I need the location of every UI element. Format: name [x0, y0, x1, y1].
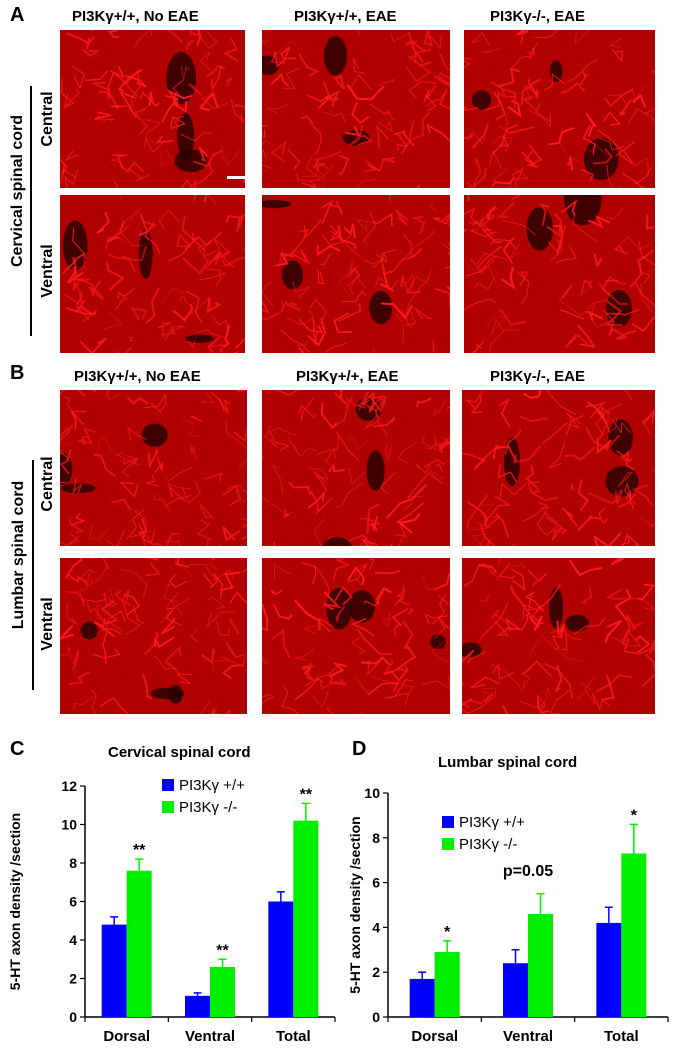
- y-tick-label: 8: [372, 830, 380, 846]
- micrograph: [262, 195, 450, 353]
- annotation: *: [444, 924, 451, 941]
- micrograph: [60, 558, 247, 714]
- bar: [101, 924, 127, 1017]
- y-tick-label: 2: [69, 971, 77, 987]
- x-tick-label: Ventral: [503, 1028, 553, 1045]
- bar: [293, 820, 319, 1017]
- panel-b-side-line: [32, 460, 34, 690]
- micrograph: [262, 30, 450, 188]
- panel-a-row-label-central: Central: [39, 91, 56, 147]
- legend-label: PI3Kγ -/-: [459, 836, 517, 853]
- bar: [434, 952, 460, 1017]
- x-tick-label: Total: [276, 1028, 311, 1045]
- y-axis-label: 5-HT axon density /section: [347, 816, 363, 993]
- panel-b-header-2: PI3Kγ+/+, EAE: [296, 368, 399, 385]
- legend-label: PI3Kγ +/+: [179, 777, 245, 794]
- micrograph: [262, 390, 450, 546]
- y-tick-label: 10: [364, 785, 380, 801]
- annotation: **: [216, 942, 229, 959]
- y-tick-label: 8: [69, 855, 77, 871]
- panel-b-header-3: PI3Kγ-/-, EAE: [490, 368, 586, 385]
- y-tick-label: 6: [372, 875, 380, 891]
- panel-b-letter: B: [10, 362, 25, 384]
- micrograph: [60, 195, 245, 353]
- panel-a-row-label-ventral: Ventral: [39, 244, 56, 298]
- legend-swatch: [442, 816, 454, 828]
- panel-a-header-3: PI3Kγ-/-, EAE: [490, 8, 586, 25]
- x-tick-label: Ventral: [185, 1028, 235, 1045]
- micrograph: [462, 390, 655, 546]
- bar: [210, 966, 235, 1017]
- chart-d: 0 2 4 6 8 10 Dorsal Ventral Total * p=0.05 * 5-HT ax…: [347, 785, 669, 1045]
- scale-bar: [227, 176, 247, 179]
- panel-a-side-label: Cervical spinal cord: [9, 114, 26, 268]
- x-tick-label: Total: [604, 1028, 639, 1045]
- y-tick-label: 4: [69, 932, 77, 948]
- micrograph: [60, 390, 247, 546]
- bar: [126, 870, 152, 1017]
- y-tick-label: 10: [61, 817, 77, 833]
- x-tick-label: Dorsal: [411, 1028, 458, 1045]
- micrograph: [464, 195, 655, 353]
- chart-d-title: Lumbar spinal cord: [438, 754, 578, 771]
- chart-c: 0 2 4 6 8 10 12 Dorsal Ventral Total ** ** ** 5-HT ax…: [7, 777, 336, 1045]
- bar: [596, 922, 622, 1017]
- bar: [528, 913, 553, 1017]
- panel-a-header-1: PI3Kγ+/+, No EAE: [72, 8, 199, 25]
- bar: [621, 853, 647, 1017]
- y-tick-label: 4: [372, 919, 380, 935]
- panel-b-row-label-ventral: Ventral: [39, 597, 56, 651]
- y-tick-label: 0: [372, 1009, 380, 1025]
- panel-b-row-label-central: Central: [39, 456, 56, 512]
- x-tick-label: Dorsal: [103, 1028, 150, 1045]
- panel-a-letter: A: [10, 4, 25, 26]
- legend-swatch: [162, 801, 174, 813]
- legend-label: PI3Kγ -/-: [179, 799, 237, 816]
- micrograph: [464, 30, 655, 188]
- chart-c-title: Cervical spinal cord: [108, 744, 251, 761]
- panel-b-header-1: PI3Kγ+/+, No EAE: [74, 368, 201, 385]
- annotation: **: [300, 786, 313, 803]
- y-axis-label: 5-HT axon density /section: [7, 813, 23, 990]
- panel-a-side-line: [30, 86, 32, 336]
- legend-swatch: [162, 779, 174, 791]
- annotation: *: [631, 807, 638, 824]
- y-tick-label: 12: [61, 778, 77, 794]
- annotation: **: [133, 842, 146, 859]
- legend-label: PI3Kγ +/+: [459, 814, 525, 831]
- micrograph: [262, 558, 450, 714]
- panel-a-header-2: PI3Kγ+/+, EAE: [294, 8, 397, 25]
- y-tick-label: 0: [69, 1009, 77, 1025]
- y-tick-label: 6: [69, 894, 77, 910]
- annotation: p=0.05: [503, 863, 553, 880]
- legend-swatch: [442, 838, 454, 850]
- bar: [268, 901, 294, 1017]
- bar: [409, 978, 435, 1017]
- panel-c-letter: C: [10, 738, 25, 760]
- micrograph: [462, 558, 655, 714]
- panel-b-side-label: Lumbar spinal cord: [10, 480, 27, 630]
- bar: [185, 995, 210, 1017]
- micrograph: [60, 30, 245, 188]
- panel-d-letter: D: [352, 738, 367, 760]
- y-tick-label: 2: [372, 964, 380, 980]
- bar: [503, 963, 528, 1017]
